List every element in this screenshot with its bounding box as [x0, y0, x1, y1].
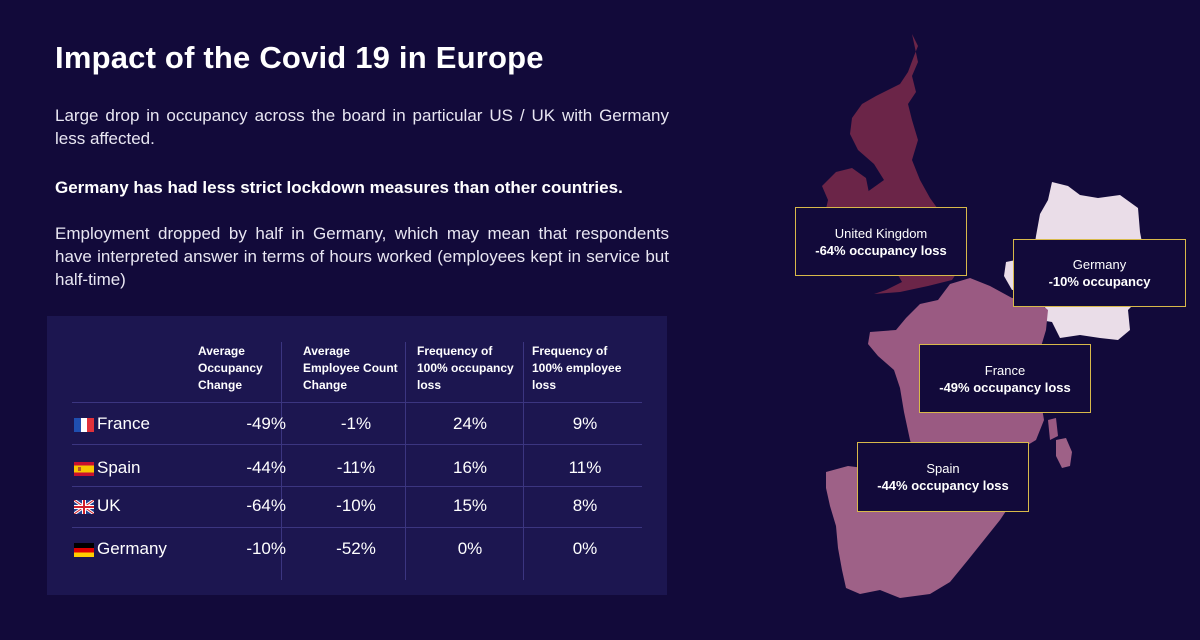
page-title: Impact of the Covid 19 in Europe [55, 40, 544, 75]
column-divider [523, 342, 524, 580]
cell-value: -52% [336, 539, 376, 558]
intro-paragraph: Large drop in occupancy across the board… [55, 106, 669, 148]
callout-value: -10% occupancy [1048, 274, 1151, 289]
column-divider [281, 342, 282, 580]
cell-value: -10% [246, 539, 286, 558]
cell-value: 24% [452, 414, 488, 433]
cell-value: -44% [246, 458, 286, 477]
header-avg-employee: Average Employee Count Change [303, 344, 398, 392]
uk-callout: United Kingdom -64% occupancy loss [795, 207, 967, 276]
de-flag-icon [74, 542, 94, 557]
cell-value: -64% [246, 496, 286, 515]
country-name: UK [97, 496, 121, 515]
callout-name: France [984, 362, 1026, 378]
header-freq-employee: Frequency of 100% employee loss [532, 344, 622, 392]
row-divider [72, 486, 642, 487]
country-name: France [97, 414, 150, 433]
table-row: France [74, 414, 150, 434]
callout-name: Spain [926, 461, 960, 476]
cell-value: -11% [336, 458, 376, 477]
gb-flag-icon [73, 498, 95, 516]
corsica-region [1048, 418, 1058, 440]
row-divider [72, 527, 642, 528]
cell-value: -1% [340, 414, 372, 433]
table-row: UK [73, 496, 121, 516]
cell-value: 0% [572, 539, 598, 558]
cell-value: 11% [568, 458, 602, 477]
cell-value: 9% [572, 414, 598, 433]
header-freq-occupancy: Frequency of 100% occupancy loss [417, 344, 514, 392]
header-avg-occupancy: Average Occupancy Change [198, 344, 263, 392]
table-row: Spain [74, 458, 140, 478]
comparison-table [47, 316, 667, 595]
row-divider [72, 402, 642, 403]
cell-value: 16% [452, 458, 488, 477]
row-divider [72, 444, 642, 445]
fr-flag-icon [74, 417, 94, 432]
cell-value: -10% [336, 496, 376, 515]
france-callout: France -49% occupancy loss [919, 344, 1091, 413]
spain-callout: Spain -44% occupancy loss [857, 442, 1029, 512]
italy-region [1056, 438, 1072, 468]
column-divider [405, 342, 406, 580]
callout-value: -49% occupancy loss [939, 379, 1071, 395]
es-flag-icon [74, 461, 94, 476]
country-name: Spain [97, 458, 141, 477]
callout-value: -44% occupancy loss [877, 478, 1009, 493]
callout-name: United Kingdom [834, 225, 928, 241]
germany-callout: Germany -10% occupancy [1013, 239, 1186, 307]
employment-paragraph: Employment dropped by half in Germany, w… [55, 224, 669, 289]
cell-value: 15% [452, 496, 488, 515]
callout-name: Germany [1072, 257, 1127, 272]
cell-value: -49% [246, 414, 286, 433]
country-name: Germany [97, 539, 167, 558]
cell-value: 8% [572, 496, 598, 515]
cell-value: 0% [457, 539, 483, 558]
callout-value: -64% occupancy loss [815, 242, 947, 258]
table-row: Germany [74, 539, 167, 559]
lockdown-paragraph: Germany has had less strict lockdown mea… [55, 178, 623, 197]
